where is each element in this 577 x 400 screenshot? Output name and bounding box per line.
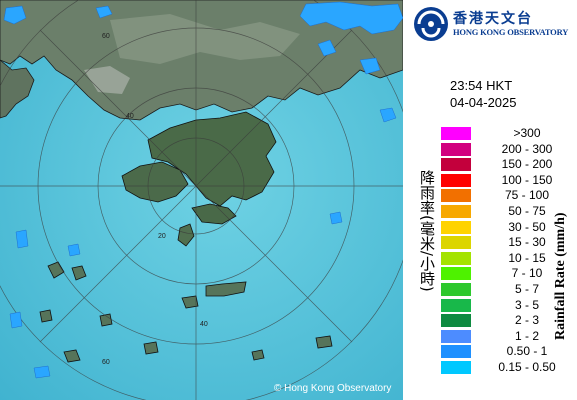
legend-label: 5 - 7: [514, 282, 539, 296]
legend-label: >300: [513, 126, 541, 140]
legend-swatch: [441, 158, 471, 172]
radar-map-graphic: 60 60 40 40 20: [0, 0, 403, 400]
legend-swatch: [441, 251, 471, 265]
legend-label: 150 - 200: [501, 157, 553, 172]
legend-label: 15 - 30: [508, 235, 546, 250]
ring-label-sw: 60: [102, 359, 110, 366]
rain-echoes: [3, 1, 403, 379]
info-panel: 香港天文台 HONG KONG OBSERVATORY 23:54 HKT 04…: [403, 0, 577, 400]
legend-swatch: [441, 189, 471, 203]
range-axis-diagonal-2: [39, 29, 353, 343]
legend-label: 3 - 5: [514, 297, 539, 312]
west-island-3: [39, 309, 53, 323]
hk-island: [191, 203, 237, 225]
legend-swatch: [441, 142, 471, 156]
legend-swatch: [441, 298, 471, 312]
echo-right-2: [359, 57, 381, 75]
legend-swatch: [441, 267, 471, 281]
sw-island-3: [251, 349, 265, 361]
legend-swatch: [441, 205, 471, 218]
echo-mid-right: [329, 211, 343, 225]
logo-english-name: HONG KONG OBSERVATORY: [453, 27, 569, 37]
echo-top-center: [95, 5, 113, 19]
rainfall-legend: >300 200 - 300 150 - 200 100 - 150 75 - 100 5…: [441, 127, 571, 377]
western-land: [0, 59, 35, 119]
ring-label-20: 20: [158, 233, 166, 240]
south-island-3: [315, 335, 333, 349]
lantau-island: [121, 161, 189, 203]
echo-top-right: [299, 1, 403, 35]
legend-label: 1 - 2: [514, 328, 539, 343]
legend-title-english: Rainfall Rate (mm/h): [553, 212, 568, 340]
legend-swatch: [441, 329, 471, 343]
legend-swatch: [441, 127, 471, 140]
echo-left-1: [15, 229, 29, 249]
echo-bottom-left: [33, 365, 51, 379]
observation-date: 04-04-2025: [450, 95, 517, 110]
legend-label: 100 - 150: [501, 172, 553, 187]
legend-label: 0.15 - 0.50: [498, 360, 556, 374]
copyright-text: © Hong Kong Observatory: [274, 383, 392, 394]
legend-title-chinese: 降雨率(毫米/小時): [418, 170, 436, 292]
logo-chinese-name: 香港天文台: [453, 11, 533, 27]
legend-label: 0.50 - 1: [506, 344, 548, 359]
legend-label: 50 - 75: [508, 204, 546, 218]
legend-label: 2 - 3: [514, 313, 539, 328]
legend-swatch: [441, 283, 471, 296]
west-island-2: [71, 265, 87, 281]
echo-right-1: [317, 39, 337, 57]
mainland-texture: [110, 14, 300, 64]
legend-swatch: [441, 345, 471, 359]
legend-label: 7 - 10: [511, 266, 543, 281]
legend-swatch: [441, 314, 471, 328]
hko-emblem-icon: [414, 7, 448, 41]
legend-swatch: [441, 220, 471, 234]
legend-swatch: [441, 236, 471, 250]
legend-label: 10 - 15: [508, 250, 546, 265]
ring-label-40-s: 40: [200, 321, 208, 328]
legend-label: 200 - 300: [501, 141, 553, 156]
echo-left-2: [9, 311, 23, 329]
legend-swatch: [441, 173, 471, 187]
echo-left-3: [67, 243, 81, 257]
echo-right-3: [379, 107, 397, 123]
mainland-urban: [84, 66, 130, 94]
ring-label-40-nw: 40: [126, 113, 134, 120]
sw-island-2: [63, 349, 81, 363]
radar-map: 60 60 40 40 20 © Hong Kong Observatory: [0, 0, 403, 400]
ring-label-nw: 60: [102, 33, 110, 40]
echo-top-left: [3, 5, 27, 25]
legend-label: 30 - 50: [508, 219, 546, 234]
range-rings: [0, 0, 403, 400]
sw-island-1: [143, 341, 159, 355]
south-island-2: [181, 295, 199, 309]
hko-logo: 香港天文台 HONG KONG OBSERVATORY: [413, 6, 573, 42]
south-island-1: [205, 281, 247, 297]
observation-time: 23:54 HKT: [450, 78, 513, 93]
west-island-4: [99, 313, 113, 327]
legend-swatch: [441, 361, 471, 374]
legend-label: 75 - 100: [504, 188, 550, 203]
lamma-island: [177, 223, 195, 247]
